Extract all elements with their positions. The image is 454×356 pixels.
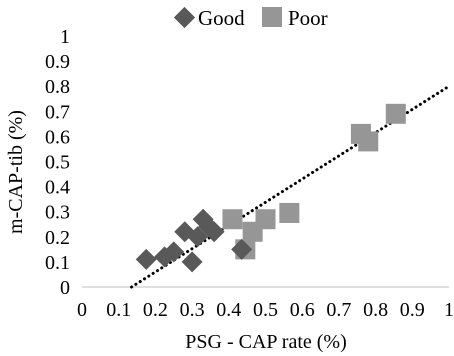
legend-label-good: Good — [198, 6, 245, 30]
y-tick-label: 0.6 — [45, 126, 70, 148]
y-tick-label: 0.2 — [45, 227, 70, 249]
y-tick-label: 0.4 — [45, 177, 70, 199]
x-tick-label: 0.1 — [106, 299, 131, 321]
x-tick-label: 0.7 — [326, 299, 351, 321]
point-poor — [385, 103, 406, 124]
x-tick-labels: 0 0.1 0.2 0.3 0.4 0.5 0.6 0.7 0.8 0.9 1 — [77, 299, 454, 321]
point-good — [231, 238, 253, 260]
trendline-path — [130, 84, 451, 289]
data-points — [135, 103, 406, 273]
x-tick-label: 0 — [77, 299, 87, 321]
y-tick-labels: 0 0.1 0.2 0.3 0.4 0.5 0.6 0.7 0.8 0.9 1 — [45, 26, 70, 299]
legend-label-poor: Poor — [288, 6, 328, 30]
point-good — [203, 221, 225, 243]
x-tick-label: 0.8 — [363, 299, 388, 321]
y-axis-title: m-CAP-tib (%) — [5, 110, 27, 234]
point-poor — [358, 131, 379, 152]
point-good — [181, 251, 203, 273]
y-tick-label: 0.9 — [45, 51, 70, 73]
point-good — [187, 226, 209, 248]
x-tick-label: 0.5 — [253, 299, 278, 321]
legend-marker-poor — [262, 7, 282, 27]
x-tick-label: 0.9 — [400, 299, 425, 321]
x-tick-label: 1 — [444, 299, 454, 321]
point-good — [163, 241, 185, 263]
point-poor — [279, 202, 300, 223]
point-poor — [222, 209, 243, 230]
x-tick-label: 0.2 — [143, 299, 168, 321]
x-tick-label: 0.6 — [290, 299, 315, 321]
y-tick-label: 0.8 — [45, 76, 70, 98]
y-tick-label: 0.3 — [45, 202, 70, 224]
trendline — [130, 84, 451, 289]
x-axis-title: PSG - CAP rate (%) — [185, 331, 346, 353]
y-tick-label: 0.1 — [45, 252, 70, 274]
y-tick-label: 0.5 — [45, 152, 70, 174]
y-tick-label: 0 — [60, 277, 70, 299]
legend-marker-good — [173, 6, 196, 29]
y-tick-label: 1 — [60, 26, 70, 48]
x-tick-label: 0.4 — [216, 299, 241, 321]
x-tick-label: 0.3 — [180, 299, 205, 321]
y-tick-label: 0.7 — [45, 101, 70, 123]
legend: Good Poor — [173, 6, 328, 30]
point-good — [135, 248, 157, 270]
point-poor — [255, 209, 276, 230]
